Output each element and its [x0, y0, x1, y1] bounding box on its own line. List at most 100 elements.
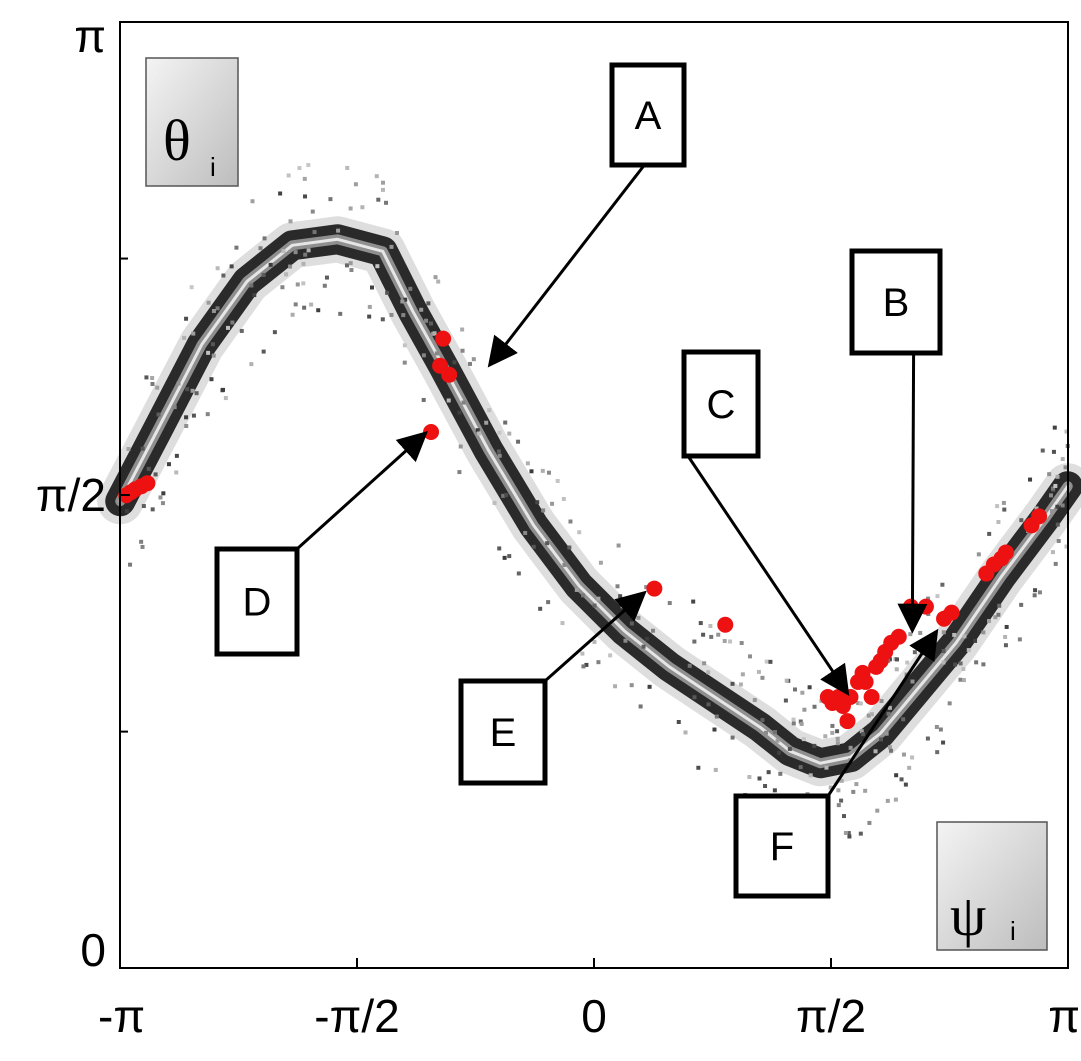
density-speck	[722, 639, 727, 644]
density-speck	[176, 381, 181, 386]
density-speck	[389, 312, 394, 317]
callout-f: F	[733, 628, 939, 899]
density-speck	[541, 508, 546, 513]
callout-arrow	[295, 430, 428, 551]
density-speck	[995, 504, 1000, 509]
density-speck	[644, 585, 649, 590]
density-speck	[692, 639, 697, 644]
density-speck	[886, 711, 891, 716]
y-variable-main: θ	[163, 108, 191, 173]
density-speck	[893, 797, 898, 802]
density-speck	[976, 552, 981, 557]
density-speck	[598, 560, 603, 565]
x-tick-label: π/2	[796, 990, 866, 1042]
density-speck	[709, 634, 714, 639]
density-speck	[802, 707, 807, 712]
density-speck	[457, 470, 462, 475]
density-speck	[812, 704, 817, 709]
density-speck	[953, 662, 958, 667]
callout-box	[609, 62, 687, 168]
density-speck	[225, 325, 230, 330]
density-speck	[475, 428, 480, 433]
density-speck	[401, 313, 406, 318]
density-speck	[421, 353, 426, 358]
density-speck	[338, 311, 343, 316]
density-speck	[596, 596, 601, 601]
density-speck	[676, 719, 681, 724]
callout-label: A	[635, 94, 662, 138]
density-speck	[596, 660, 601, 665]
density-speck	[501, 493, 506, 498]
callout-box	[458, 678, 548, 786]
density-speck	[268, 262, 273, 267]
density-speck	[800, 690, 805, 695]
density-speck	[1053, 483, 1058, 488]
x-tick-label: 0	[581, 990, 607, 1042]
density-speck	[158, 495, 163, 500]
density-speck	[408, 286, 413, 291]
density-speck	[258, 246, 263, 251]
density-speck	[262, 236, 267, 241]
density-speck	[367, 304, 372, 309]
density-speck	[458, 444, 463, 449]
density-speck	[799, 721, 804, 726]
density-speck	[775, 738, 780, 743]
density-speck	[502, 555, 507, 560]
density-speck	[577, 530, 582, 535]
density-speck	[141, 504, 146, 509]
red-point	[435, 330, 452, 347]
density-speck	[460, 327, 465, 332]
density-speck	[211, 353, 216, 358]
density-speck	[651, 628, 656, 633]
density-speck	[516, 571, 521, 576]
density-speck	[835, 741, 840, 746]
density-speck	[836, 788, 841, 793]
density-speck	[460, 348, 465, 353]
density-speck	[477, 431, 482, 436]
density-speck	[752, 698, 757, 703]
density-speck	[550, 501, 555, 506]
density-speck	[206, 350, 211, 355]
density-speck	[941, 740, 946, 745]
density-speck	[421, 397, 426, 402]
density-speck	[568, 519, 573, 524]
density-speck	[996, 612, 1001, 617]
red-point	[890, 628, 907, 645]
density-speck	[574, 587, 579, 592]
callout-box	[733, 793, 831, 899]
density-speck	[523, 530, 528, 535]
callout-label: F	[770, 825, 794, 869]
density-speck	[636, 615, 641, 620]
density-speck	[316, 308, 321, 313]
density-speck	[380, 317, 385, 322]
density-speck	[288, 219, 293, 224]
density-speck	[935, 750, 940, 755]
density-speck	[996, 519, 1001, 524]
density-speck	[1053, 561, 1058, 566]
density-speck	[1064, 429, 1069, 434]
density-speck	[249, 283, 254, 288]
density-speck	[174, 453, 179, 458]
density-speck	[823, 734, 828, 739]
callout-label: B	[883, 281, 910, 325]
density-speck	[190, 388, 195, 393]
callout-box	[849, 248, 943, 356]
density-speck	[581, 593, 586, 598]
density-speck	[858, 701, 863, 706]
density-speck	[616, 543, 621, 548]
density-speck	[184, 316, 189, 321]
density-speck	[191, 413, 196, 418]
density-speck	[981, 662, 986, 667]
density-speck	[1032, 593, 1037, 598]
density-speck	[763, 784, 768, 789]
density-speck	[830, 723, 835, 728]
density-speck	[791, 721, 796, 726]
density-speck	[1060, 457, 1065, 462]
density-speck	[487, 408, 492, 413]
density-speck	[638, 704, 643, 709]
density-speck	[691, 599, 696, 604]
density-speck	[380, 187, 385, 192]
density-speck	[261, 272, 266, 277]
density-speck	[1004, 624, 1009, 629]
density-speck	[424, 318, 429, 323]
